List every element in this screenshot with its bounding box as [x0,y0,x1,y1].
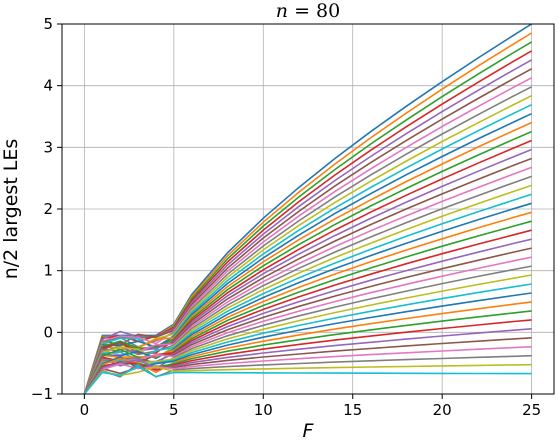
series-line [83,363,532,394]
series-line [83,130,532,394]
series-line [83,220,532,394]
series-line [83,112,532,394]
title-equation: = 80 [288,0,340,22]
y-tick-label: 2 [43,200,53,218]
chart-title: n = 80 [276,0,340,22]
y-tick-label: 4 [43,77,53,95]
series-line [83,292,532,394]
x-tick-label: 15 [343,401,362,419]
x-tick-label: 0 [80,401,90,419]
y-axis-label: n/2 largest LEs [0,139,22,280]
series-line [83,77,532,394]
series-line [83,328,532,394]
series-line [83,265,532,394]
series-line [83,366,532,394]
series-line [83,32,533,394]
x-tick-label: 5 [169,401,179,419]
series-line [83,346,532,394]
y-tick-label: 5 [43,15,53,33]
series-layer [83,24,533,394]
series-line [83,319,532,394]
series-line [83,59,532,394]
y-tick-label: −1 [31,385,53,403]
series-line [83,148,532,394]
series-line [83,103,532,394]
x-tick-label: 25 [522,401,541,419]
tick-layer: 0 5 10 15 20 25 −1 0 1 2 3 4 5 [31,15,541,419]
y-tick-label: 1 [43,262,53,280]
x-axis-label: F [303,420,315,440]
series-line [83,354,532,394]
series-line [83,211,532,394]
series-line [83,86,532,394]
title-variable: n [276,0,288,22]
series-line [83,256,532,394]
series-line [83,50,532,394]
series-line [83,157,532,394]
series-line [83,202,532,394]
y-tick-label: 3 [43,138,53,156]
y-tick-label: 0 [43,323,53,341]
series-line [83,184,532,394]
series-line [83,175,532,394]
x-tick-label: 10 [254,401,273,419]
x-tick-label: 20 [433,401,452,419]
